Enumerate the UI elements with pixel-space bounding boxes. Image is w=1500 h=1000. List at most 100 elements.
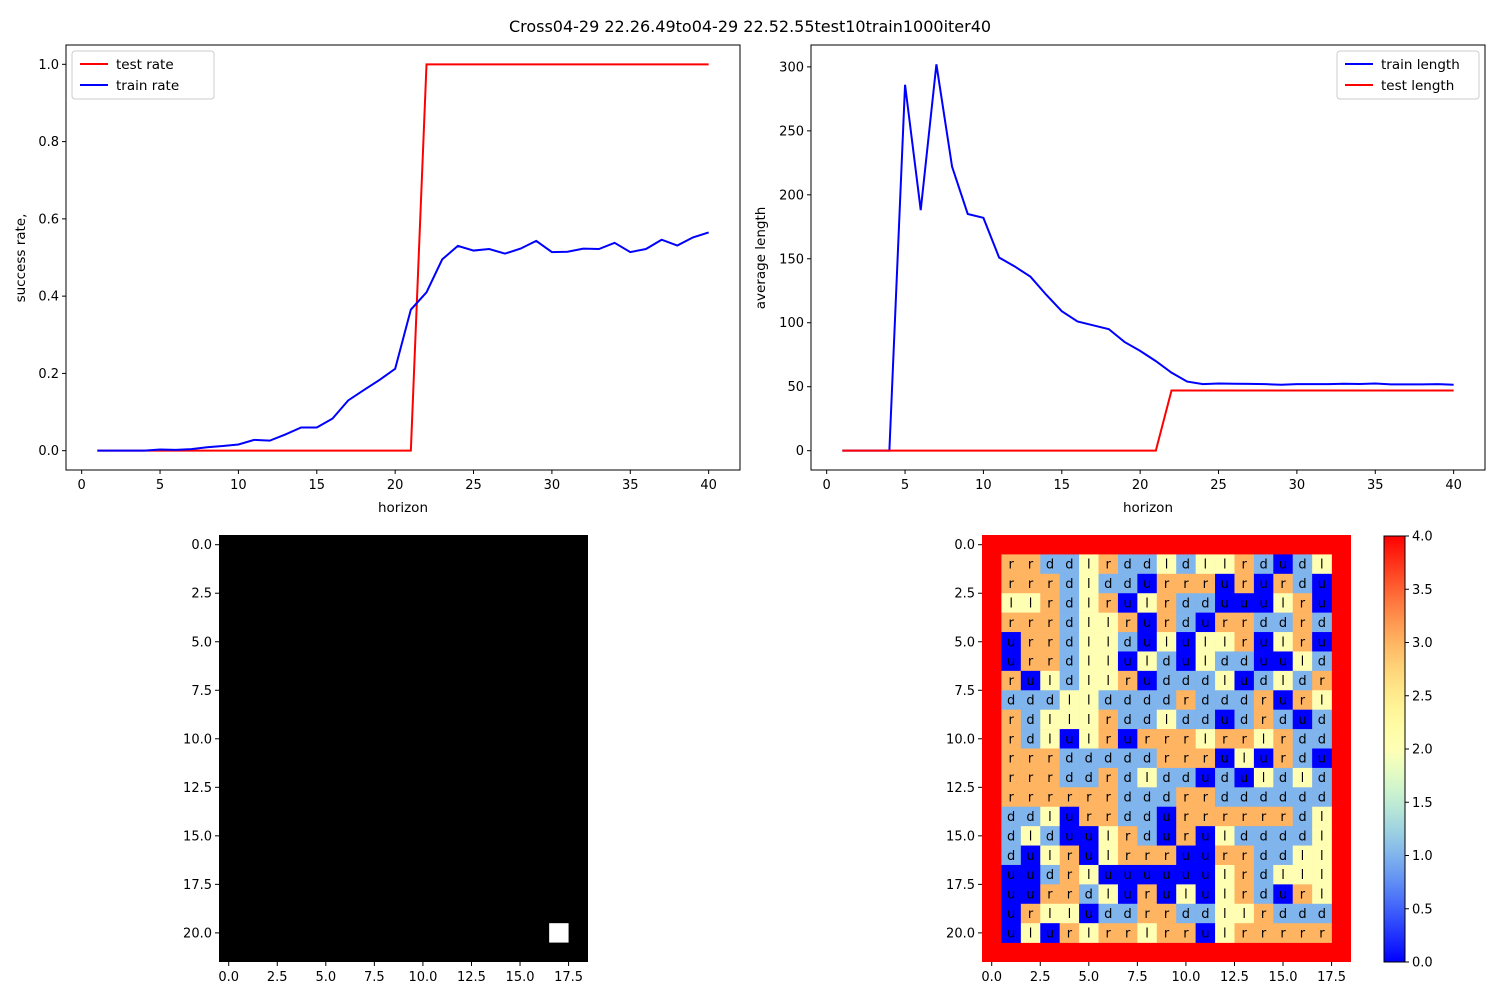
- grid-cell: [1117, 845, 1138, 866]
- cell-letter: d: [1240, 693, 1248, 708]
- cell-letter: u: [1143, 868, 1151, 883]
- grid-cell: [1117, 690, 1138, 710]
- grid-cell: [1176, 612, 1196, 633]
- grid-cell: [1079, 787, 1099, 808]
- cell-letter: u: [1143, 635, 1151, 650]
- grid-cell: [1195, 864, 1216, 885]
- cell-letter: u: [1124, 868, 1132, 883]
- cell-letter: d: [1259, 674, 1267, 689]
- grid-cell: [1040, 845, 1060, 866]
- grid-cell: [1253, 748, 1274, 769]
- cell-letter: u: [1065, 732, 1073, 747]
- grid-cell: [1079, 709, 1099, 730]
- cell-letter: l: [1223, 868, 1227, 883]
- grid-cell: [1312, 651, 1332, 672]
- grid-cell: [1098, 573, 1119, 594]
- grid-cell: [1176, 554, 1196, 575]
- grid-cell: [1040, 767, 1060, 788]
- grid-cell: [1234, 767, 1255, 788]
- y-tick-label: 0.2: [38, 367, 59, 382]
- cell-letter: d: [1124, 810, 1132, 825]
- cell-letter: u: [1298, 713, 1306, 728]
- cell-letter: u: [1007, 888, 1015, 903]
- cell-letter: r: [1047, 635, 1053, 650]
- grid-cell: [1059, 864, 1080, 885]
- cell-letter: d: [1279, 829, 1287, 844]
- cell-letter: r: [1242, 732, 1248, 747]
- cell-letter: l: [1320, 868, 1324, 883]
- cell-letter: d: [1143, 558, 1151, 573]
- cell-letter: l: [1087, 693, 1091, 708]
- series-line: [97, 231, 709, 452]
- cell-letter: d: [1318, 907, 1326, 922]
- cell-letter: r: [1008, 674, 1014, 689]
- grid-cell: [1059, 729, 1080, 749]
- cell-letter: r: [1106, 926, 1112, 941]
- grid-cell: [1312, 670, 1332, 691]
- cell-letter: u: [1240, 596, 1248, 611]
- grid-cell: [1253, 612, 1274, 633]
- cell-letter: l: [1068, 693, 1072, 708]
- cell-letter: d: [1104, 752, 1112, 767]
- grid-cell: [1292, 826, 1313, 846]
- cell-letter: l: [1301, 771, 1305, 786]
- grid-cell: [1292, 903, 1313, 924]
- cell-letter: u: [1124, 888, 1132, 903]
- y-tick-label: 150: [779, 252, 804, 267]
- cell-letter: l: [1009, 596, 1013, 611]
- cell-letter: d: [1259, 868, 1267, 883]
- grid-cell: [1234, 826, 1255, 846]
- cell-letter: d: [1085, 752, 1093, 767]
- x-tick-label: 40: [1445, 478, 1462, 493]
- grid-cell: [1079, 729, 1099, 749]
- grid-cell: [1117, 573, 1138, 594]
- cell-letter: d: [1104, 577, 1112, 592]
- cell-letter: d: [1046, 868, 1054, 883]
- grid-cell: [1040, 884, 1060, 905]
- cell-letter: r: [1106, 596, 1112, 611]
- grid-cell: [1176, 729, 1196, 749]
- cell-letter: d: [1182, 558, 1190, 573]
- grid-cell: [1001, 729, 1022, 749]
- cell-letter: r: [1242, 868, 1248, 883]
- cell-letter: d: [1124, 713, 1132, 728]
- cell-letter: l: [1106, 616, 1110, 631]
- grid-cell: [1098, 923, 1119, 943]
- y-tick-label: 0.6: [38, 212, 59, 227]
- grid-cell: [1176, 670, 1196, 691]
- grid-cell: [1292, 767, 1313, 788]
- grid-cell: [1040, 651, 1060, 672]
- grid-cell: [1156, 612, 1177, 633]
- x-tick-label: 10: [230, 478, 247, 493]
- cell-letter: u: [1085, 907, 1093, 922]
- cell-letter: r: [1164, 849, 1170, 864]
- cell-letter: u: [1026, 888, 1034, 903]
- cell-letter: d: [1298, 732, 1306, 747]
- grid-cell: [1156, 593, 1177, 613]
- cell-letter: d: [1162, 693, 1170, 708]
- grid-cell: [1176, 845, 1196, 866]
- cell-letter: r: [1086, 810, 1092, 825]
- grid-cell: [1234, 593, 1255, 613]
- cell-letter: u: [1201, 849, 1209, 864]
- cell-letter: d: [1104, 693, 1112, 708]
- cell-letter: r: [1047, 577, 1053, 592]
- cell-letter: d: [1279, 616, 1287, 631]
- y-tick-label: 0.4: [38, 290, 59, 305]
- cell-letter: l: [1106, 635, 1110, 650]
- grid-cell: [1040, 748, 1060, 769]
- grid-cell: [1117, 729, 1138, 749]
- y-tick-label: 100: [779, 316, 804, 331]
- colorbar-tick-label: 3.5: [1412, 583, 1433, 598]
- cell-letter: u: [1259, 635, 1267, 650]
- cell-letter: r: [1067, 926, 1073, 941]
- grid-cell: [1098, 845, 1119, 866]
- grid-cell: [1312, 826, 1332, 846]
- grid-cell: [1156, 767, 1177, 788]
- x-tick-label: 25: [465, 478, 482, 493]
- grid-cell: [1156, 729, 1177, 749]
- cell-letter: u: [1162, 829, 1170, 844]
- cell-letter: d: [1007, 693, 1015, 708]
- cell-letter: d: [1279, 791, 1287, 806]
- cell-letter: d: [1007, 829, 1015, 844]
